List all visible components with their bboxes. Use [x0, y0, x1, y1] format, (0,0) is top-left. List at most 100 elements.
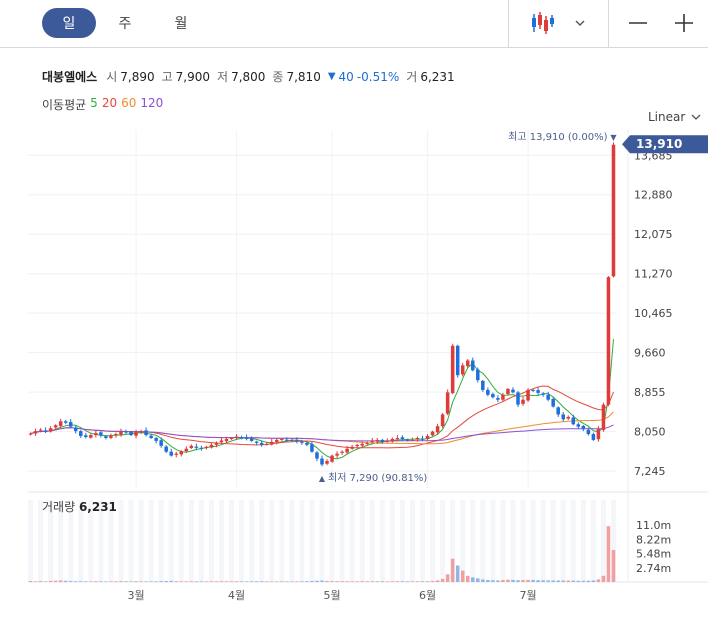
- ma-20[interactable]: 20: [101, 96, 118, 110]
- chart-type-dropdown[interactable]: [520, 8, 596, 38]
- candle-body: [244, 437, 249, 439]
- volume-bar: [601, 575, 606, 582]
- volume-bar: [219, 581, 224, 582]
- volume-stripe: [259, 500, 265, 582]
- volume-bar: [280, 581, 284, 582]
- candle-body: [154, 437, 158, 441]
- volume-stripe: [88, 500, 94, 582]
- chevron-down-icon: [691, 114, 701, 120]
- volume-bar: [104, 581, 108, 582]
- candle-body: [335, 453, 339, 456]
- tab-week[interactable]: 주: [118, 16, 132, 32]
- change-value: 40: [338, 69, 354, 84]
- volume-bar: [234, 581, 239, 582]
- volume-stripe: [409, 500, 415, 582]
- plus-icon: [675, 14, 693, 32]
- volume-bar: [395, 581, 400, 582]
- candle-body: [340, 451, 344, 453]
- volume-bar: [440, 578, 445, 582]
- axes: 13,68512,88012,07511,27010,4659,6608,855…: [127, 149, 672, 602]
- volume-stripe: [580, 500, 586, 582]
- volume-bar: [360, 581, 364, 582]
- volume-bar: [506, 579, 510, 582]
- tab-day[interactable]: 일: [42, 8, 96, 38]
- candle-body: [38, 429, 43, 431]
- candle-body: [380, 439, 385, 442]
- volume-bar: [556, 580, 560, 582]
- candle-body: [410, 439, 415, 441]
- scale-selector[interactable]: Linear: [648, 110, 701, 124]
- candle-body: [420, 438, 425, 440]
- volume-bar: [325, 580, 329, 582]
- volume-bar: [415, 581, 420, 582]
- volume-stripe: [138, 500, 144, 582]
- candle-body: [58, 421, 63, 426]
- volume-value: 6,231: [420, 69, 455, 84]
- price-tick-label: 11,270: [634, 268, 673, 281]
- stock-info: 대봉엘에스 시 7,890 고 7,900 저 7,800 종 7,810 ▼ …: [42, 68, 459, 85]
- candle-body: [556, 407, 560, 415]
- candle-body: [320, 458, 324, 465]
- volume-panel-label: 거래량 6,231: [42, 498, 117, 515]
- month-tick-label: 5월: [323, 589, 340, 602]
- ma-60[interactable]: 60: [121, 96, 137, 110]
- candle-body: [536, 390, 540, 393]
- volume-bars: [28, 526, 616, 582]
- candle-body: [264, 443, 269, 445]
- volume-stripe: [450, 500, 456, 582]
- volume-stripe: [460, 500, 466, 582]
- volume-bar: [375, 581, 380, 582]
- candle-body: [139, 431, 143, 433]
- candle-body: [73, 427, 78, 432]
- candle-body: [405, 439, 410, 441]
- candle-body: [415, 437, 420, 440]
- volume-bar: [571, 580, 576, 582]
- volume-bar: [229, 581, 234, 582]
- volume-stripe: [550, 500, 556, 582]
- candle-body: [571, 417, 576, 425]
- candle-body: [204, 446, 209, 449]
- candle-body: [159, 440, 163, 446]
- volume-bar: [481, 579, 485, 582]
- high-marker: ▼: [610, 133, 617, 142]
- candle-body: [581, 425, 586, 430]
- volume-stripe: [48, 500, 54, 582]
- month-tick-label: 7월: [519, 589, 536, 602]
- candle-body: [300, 441, 304, 443]
- annotations: 13,910 최고 13,910 (0.00%) ▼ ▲ 최저 7,290 (90.81…: [319, 131, 708, 484]
- candle-body: [104, 436, 108, 438]
- volume-panel-value: 6,231: [78, 500, 117, 514]
- volume-stripe: [319, 500, 325, 582]
- volume-stripe: [339, 500, 345, 582]
- candle-body: [370, 440, 375, 443]
- volume-bar: [58, 580, 63, 582]
- candle-body: [591, 434, 596, 440]
- volume-bar: [521, 580, 525, 582]
- ma-line-5: [30, 339, 614, 460]
- volume-bar: [144, 581, 148, 582]
- candle-body: [471, 360, 475, 371]
- volume-bar: [526, 579, 530, 582]
- volume-bar: [269, 581, 274, 582]
- volume-bar: [566, 580, 571, 582]
- ma-5[interactable]: 5: [90, 96, 98, 110]
- low-label: 저: [217, 70, 229, 84]
- volume-label: 거: [406, 70, 418, 84]
- candle-body: [350, 446, 354, 449]
- candle-body: [566, 416, 571, 419]
- volume-bar: [204, 581, 209, 582]
- volume-stripe: [279, 500, 285, 582]
- high-label: 고: [161, 70, 173, 84]
- zoom-in-button[interactable]: [670, 10, 698, 38]
- candle-body: [385, 440, 390, 442]
- volume-tick-label: 2.74m: [636, 562, 671, 575]
- volume-stripe: [480, 500, 486, 582]
- volume-bar: [380, 581, 385, 582]
- zoom-out-button[interactable]: [624, 10, 652, 38]
- volume-bar: [586, 580, 591, 582]
- ma-120[interactable]: 120: [140, 96, 164, 110]
- candle-body: [28, 433, 33, 435]
- tab-month[interactable]: 월: [174, 16, 188, 32]
- volume-stripe: [28, 500, 34, 582]
